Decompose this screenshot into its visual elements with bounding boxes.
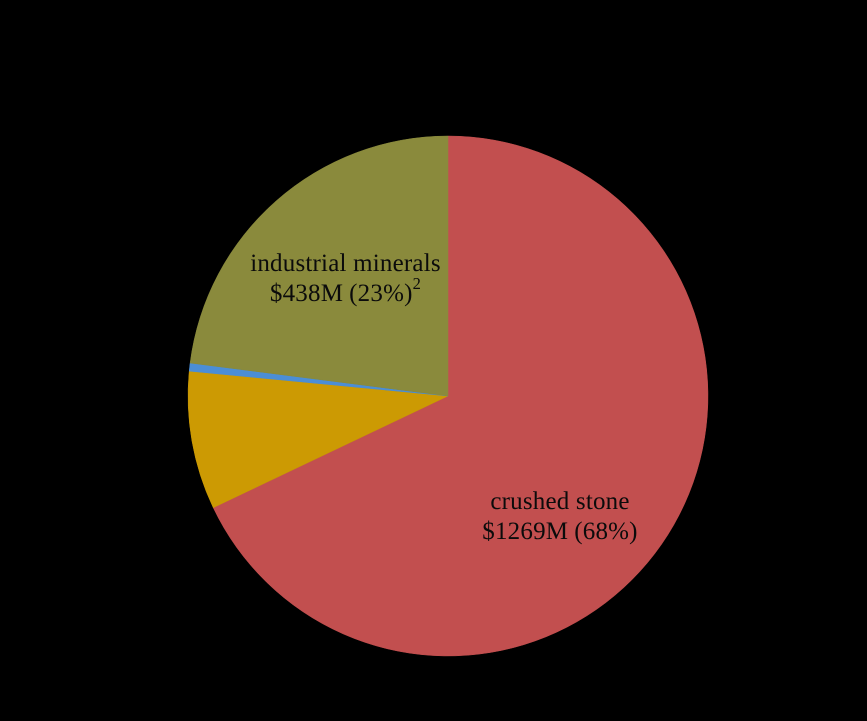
pie-slice-gold-slice[interactable] bbox=[187, 370, 449, 509]
pie-slice-group bbox=[187, 135, 709, 657]
pie-slice-industrial-minerals[interactable] bbox=[189, 135, 449, 397]
pie-slice-crushed-stone[interactable] bbox=[212, 135, 709, 657]
